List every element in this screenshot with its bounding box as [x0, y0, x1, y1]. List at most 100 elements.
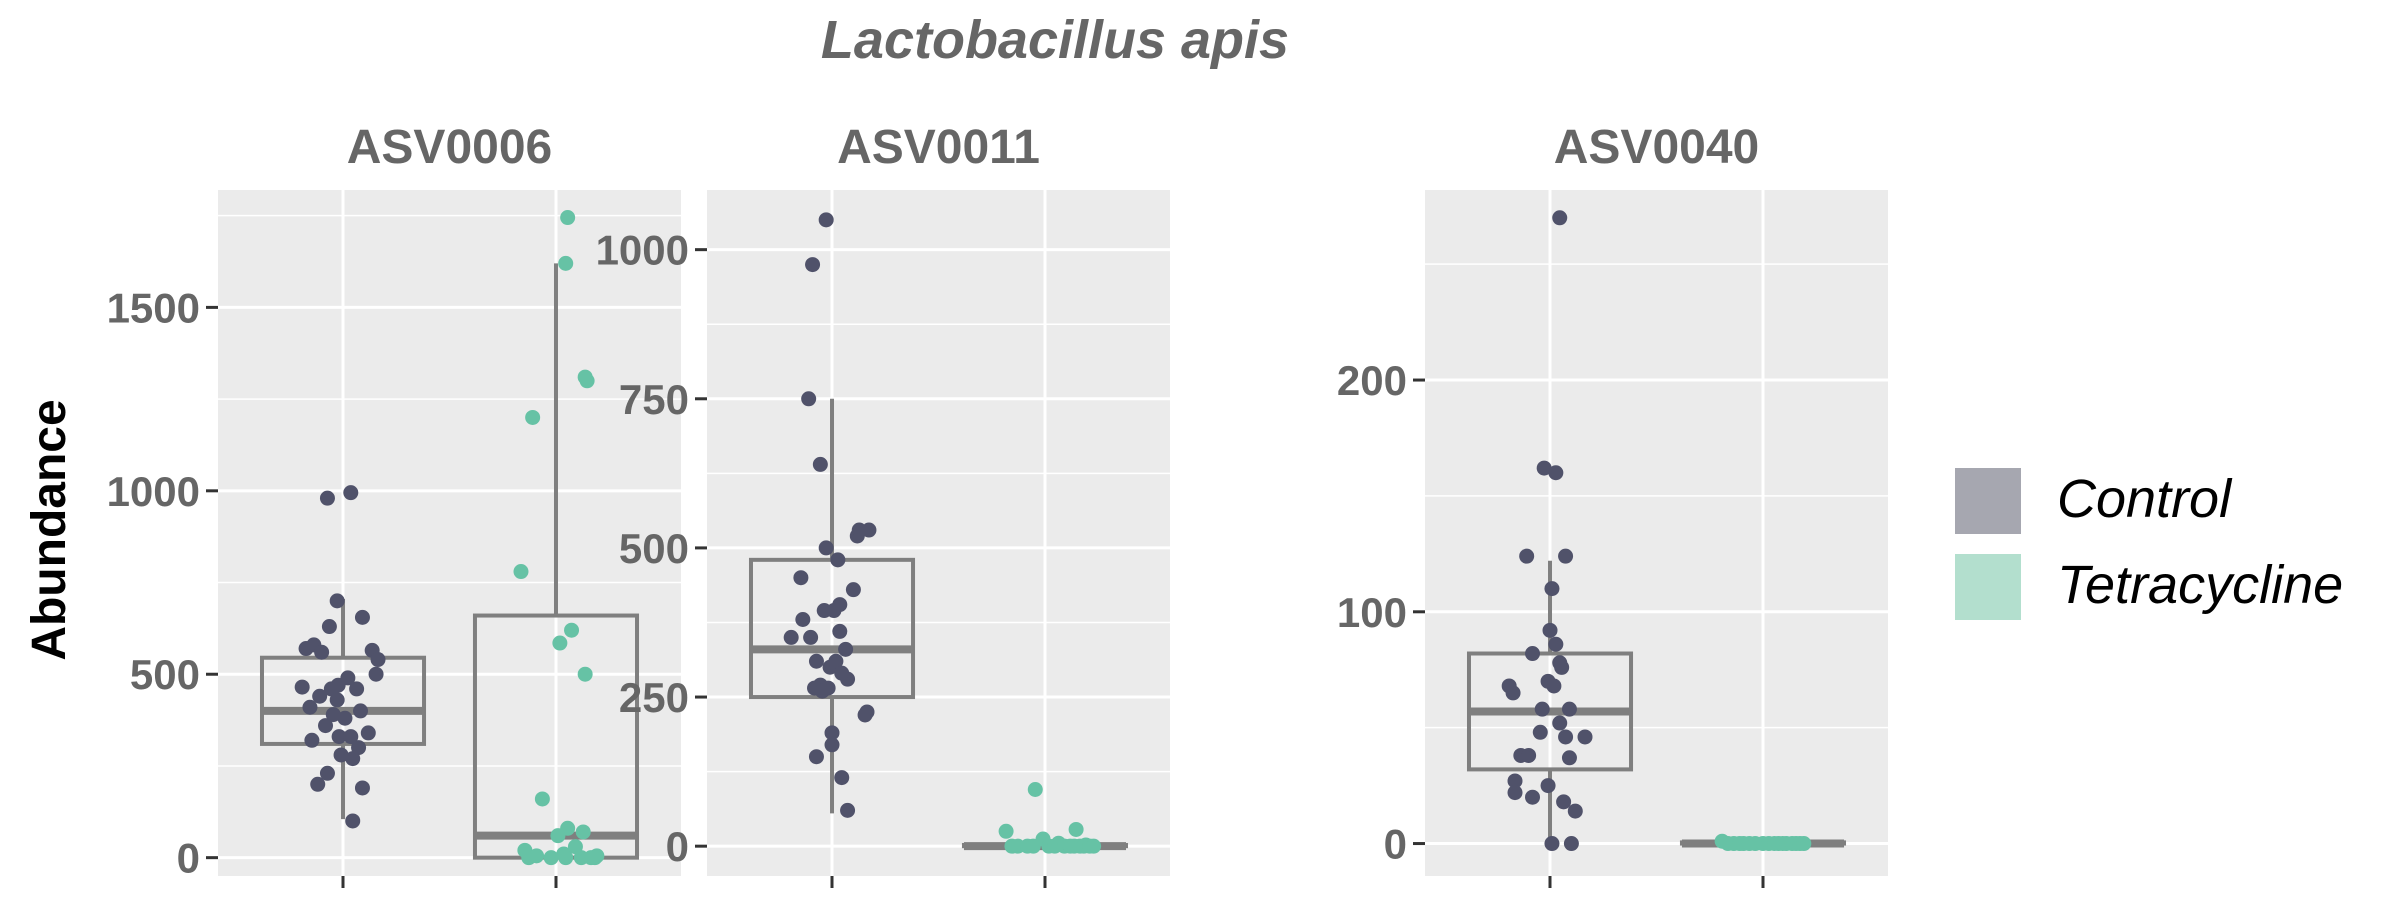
legend-item-control: Control [1955, 468, 2233, 534]
data-point-control [329, 593, 345, 609]
data-point-control [323, 681, 339, 697]
data-point-control [337, 710, 353, 726]
data-point-control [783, 629, 799, 645]
data-point-tetracycline [513, 564, 529, 580]
y-tick-label: 0 [177, 835, 200, 882]
y-tick-label: 100 [1337, 589, 1407, 636]
y-tick-label: 1500 [107, 284, 200, 331]
legend-label-control: Control [2057, 469, 2233, 529]
data-point-tetracycline [529, 848, 545, 864]
data-point-control [1552, 210, 1568, 226]
data-point-control [845, 582, 861, 598]
box-control [748, 398, 916, 814]
data-point-control [1548, 636, 1564, 652]
data-point-tetracycline [567, 839, 583, 855]
data-point-tetracycline [1068, 821, 1084, 837]
data-point-tetracycline [543, 850, 559, 866]
facet-panel-asv0040: 0 100 200 ASV0040 [1337, 121, 1888, 888]
data-point-control [1525, 789, 1541, 805]
data-point-control [312, 688, 328, 704]
y-tick-label: 1000 [596, 227, 689, 274]
data-point-tetracycline [1086, 838, 1102, 854]
data-point-control [1540, 778, 1556, 794]
data-point-tetracycline [558, 255, 574, 271]
data-point-control [820, 680, 836, 696]
facet-panel-asv0011: 0 250 500 750 1000 ASV0011 [596, 121, 1170, 888]
data-point-control [368, 666, 384, 682]
data-point-control [834, 665, 850, 681]
data-point-control [333, 747, 349, 763]
y-tick-label: 0 [1384, 821, 1407, 868]
box-control [259, 599, 427, 820]
data-point-tetracycline [560, 210, 576, 226]
data-point-control [351, 740, 367, 756]
data-point-control [818, 212, 834, 228]
data-point-control [1519, 548, 1535, 564]
legend: Control Tetracycline [1955, 468, 2343, 620]
data-point-control [370, 652, 386, 668]
data-point-control [795, 611, 811, 627]
data-point-control [832, 623, 848, 639]
facet-panels: 050010001500ASV000602505007501000ASV0011… [107, 121, 1888, 888]
data-point-control [360, 725, 376, 741]
legend-key-control [1955, 468, 2021, 534]
data-point-control [818, 540, 834, 556]
y-tick-label: 0 [666, 823, 689, 870]
data-point-control [1561, 701, 1577, 717]
strip-label-asv0040: ASV0040 [1554, 121, 1759, 174]
data-point-tetracycline [1796, 836, 1812, 852]
data-point-control [329, 692, 345, 708]
data-point-control [331, 729, 347, 745]
data-point-control [321, 619, 337, 635]
data-point-control [343, 729, 359, 745]
data-point-control [302, 699, 318, 715]
data-point-control [1558, 548, 1574, 564]
data-point-control [314, 644, 330, 660]
data-point-control [349, 681, 365, 697]
y-tick-label: 750 [619, 376, 689, 423]
data-point-control [1505, 685, 1521, 701]
data-point-control [830, 552, 846, 568]
data-point-control [1561, 750, 1577, 766]
data-point-control [812, 456, 828, 472]
data-point-control [1558, 729, 1574, 745]
data-point-control [1542, 622, 1558, 638]
data-point-tetracycline [550, 828, 566, 844]
data-point-tetracycline [998, 823, 1014, 839]
data-point-control [1521, 747, 1537, 763]
y-tick-label: 500 [619, 525, 689, 572]
data-point-control [1563, 836, 1579, 852]
data-point-control [1577, 729, 1593, 745]
data-point-tetracycline [558, 850, 574, 866]
data-point-control [1507, 785, 1523, 801]
data-point-control [793, 570, 809, 586]
data-point-control [834, 770, 850, 786]
data-point-tetracycline [552, 635, 568, 651]
data-point-control [838, 641, 854, 657]
chart-title: Lactobacillus apis [821, 10, 1289, 70]
data-point-control [808, 653, 824, 669]
data-point-control [824, 725, 840, 741]
data-point-control [801, 391, 817, 407]
y-tick-label: 200 [1337, 357, 1407, 404]
data-point-control [353, 703, 369, 719]
facet-panel-asv0006: 0 500 1000 1500 ASV0006 [107, 121, 681, 888]
panel-background [707, 190, 1170, 876]
data-point-control [840, 802, 856, 818]
data-point-control [1548, 465, 1564, 481]
data-point-control [1567, 803, 1583, 819]
data-point-tetracycline [575, 824, 591, 840]
data-point-tetracycline [534, 791, 550, 807]
data-point-tetracycline [525, 409, 541, 425]
data-point-tetracycline [589, 848, 605, 864]
box-body [259, 655, 427, 746]
data-point-control [857, 707, 873, 723]
y-tick-label: 250 [619, 674, 689, 721]
data-point-control [345, 751, 361, 767]
legend-key-tetracycline [1955, 554, 2021, 620]
y-axis-label: Abundance [23, 399, 76, 660]
data-point-control [808, 749, 824, 765]
data-point-control [345, 813, 361, 829]
panel-background [218, 190, 681, 876]
